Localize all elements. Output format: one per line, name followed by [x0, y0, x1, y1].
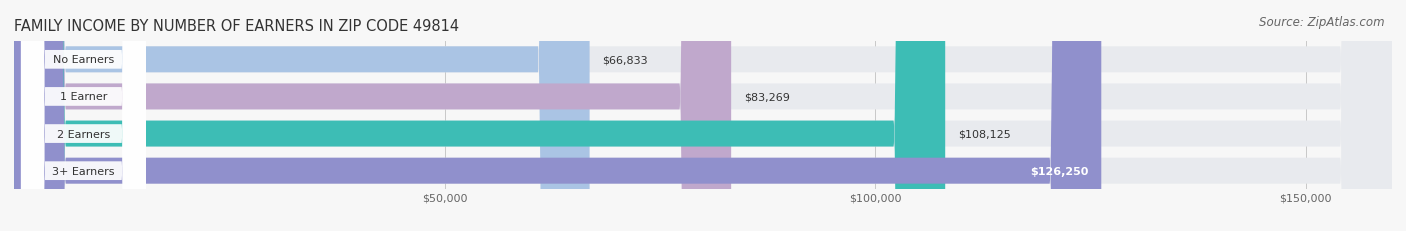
Text: FAMILY INCOME BY NUMBER OF EARNERS IN ZIP CODE 49814: FAMILY INCOME BY NUMBER OF EARNERS IN ZI…: [14, 18, 460, 33]
FancyBboxPatch shape: [14, 0, 1392, 231]
FancyBboxPatch shape: [14, 0, 945, 231]
Text: $83,269: $83,269: [744, 92, 790, 102]
Text: 2 Earners: 2 Earners: [56, 129, 110, 139]
FancyBboxPatch shape: [14, 0, 1392, 231]
FancyBboxPatch shape: [14, 0, 1392, 231]
FancyBboxPatch shape: [14, 0, 589, 231]
FancyBboxPatch shape: [14, 0, 1392, 231]
FancyBboxPatch shape: [21, 0, 146, 231]
Text: $126,250: $126,250: [1031, 166, 1088, 176]
Text: 1 Earner: 1 Earner: [59, 92, 107, 102]
FancyBboxPatch shape: [14, 0, 1101, 231]
Text: No Earners: No Earners: [53, 55, 114, 65]
Text: $108,125: $108,125: [957, 129, 1011, 139]
Text: Source: ZipAtlas.com: Source: ZipAtlas.com: [1260, 16, 1385, 29]
FancyBboxPatch shape: [21, 0, 146, 231]
Text: $66,833: $66,833: [603, 55, 648, 65]
FancyBboxPatch shape: [21, 0, 146, 231]
FancyBboxPatch shape: [21, 0, 146, 231]
FancyBboxPatch shape: [14, 0, 731, 231]
Text: 3+ Earners: 3+ Earners: [52, 166, 115, 176]
